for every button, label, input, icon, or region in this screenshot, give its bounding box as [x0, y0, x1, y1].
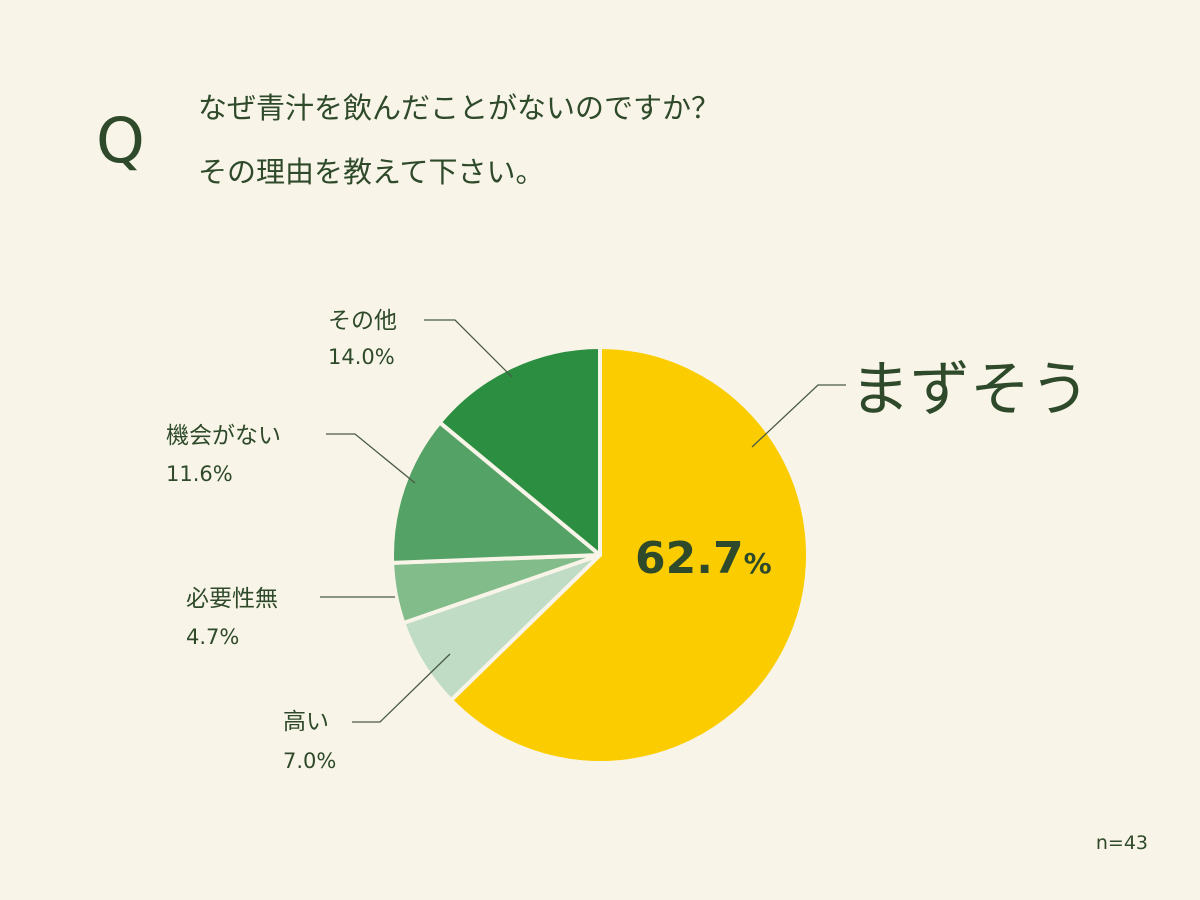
slice-label-sonota: その他 — [328, 308, 397, 334]
value-label-3: 11.6% — [166, 462, 233, 486]
pie-slices — [390, 345, 810, 765]
value-label-4: 14.0% — [328, 345, 395, 369]
pie-labels: まずそう 62.7% 高い 7.0% 必要性無 4.7% 機会がない 11.6% その他 14.0… — [166, 308, 1090, 773]
slice-label-takai: 高い — [283, 709, 329, 735]
question-line-1: なぜ青汁を飲んだことがないのですか？ — [198, 91, 720, 125]
leader-line-3 — [326, 433, 416, 484]
sample-size-label: n=43 — [1096, 832, 1148, 854]
leader-line-0 — [751, 384, 846, 448]
value-label-0: 62.7% — [635, 533, 772, 584]
value-label-2: 4.7% — [186, 625, 239, 649]
question-line-2: その理由を教えて下さい。 — [198, 155, 545, 189]
slice-label-mazusou: まずそう — [850, 355, 1090, 425]
slice-label-kikai: 機会がない — [166, 423, 281, 449]
pie-slice-0 — [449, 345, 810, 765]
leader-line-4 — [424, 319, 513, 378]
slice-label-hitsuyousei: 必要性無 — [186, 586, 278, 612]
leader-line-1 — [352, 653, 451, 723]
pie-slice-4 — [437, 345, 602, 557]
question-mark-q: Q — [96, 104, 145, 177]
value-label-1: 7.0% — [283, 749, 336, 773]
pie-slice-3 — [390, 420, 602, 565]
